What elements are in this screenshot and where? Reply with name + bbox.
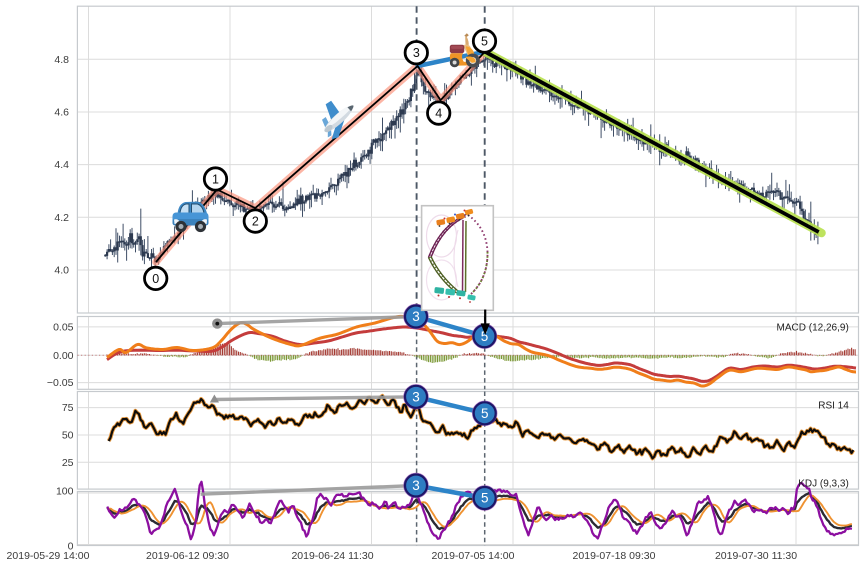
svg-text:4.2: 4.2 bbox=[54, 212, 69, 224]
svg-text:50: 50 bbox=[62, 430, 74, 442]
svg-text:0: 0 bbox=[68, 541, 74, 553]
svg-text:75: 75 bbox=[62, 402, 74, 414]
svg-text:KDJ (9,3,3): KDJ (9,3,3) bbox=[798, 479, 849, 490]
svg-text:2019-05-29 14:00: 2019-05-29 14:00 bbox=[7, 550, 90, 562]
svg-text:25: 25 bbox=[62, 457, 74, 469]
svg-text:4.6: 4.6 bbox=[54, 107, 69, 119]
svg-text:4.8: 4.8 bbox=[54, 54, 69, 66]
svg-text:0.00: 0.00 bbox=[53, 350, 74, 362]
svg-text:2019-07-18 09:30: 2019-07-18 09:30 bbox=[573, 550, 656, 562]
svg-text:0: 0 bbox=[152, 272, 159, 286]
svg-text:3: 3 bbox=[412, 478, 420, 493]
svg-text:MACD (12,26,9): MACD (12,26,9) bbox=[777, 323, 849, 334]
svg-text:3: 3 bbox=[412, 309, 420, 324]
svg-text:RSI 14: RSI 14 bbox=[818, 400, 849, 411]
svg-text:5: 5 bbox=[481, 329, 489, 344]
svg-text:2019-07-30 11:30: 2019-07-30 11:30 bbox=[715, 550, 797, 562]
svg-text:1: 1 bbox=[212, 172, 219, 186]
svg-text:4.4: 4.4 bbox=[54, 159, 69, 171]
svg-text:2019-06-12 09:30: 2019-06-12 09:30 bbox=[146, 550, 229, 562]
svg-text:3: 3 bbox=[413, 46, 420, 60]
svg-text:5: 5 bbox=[481, 491, 489, 506]
svg-text:2: 2 bbox=[252, 215, 259, 229]
svg-text:3: 3 bbox=[412, 389, 420, 404]
svg-text:2019-07-05 14:00: 2019-07-05 14:00 bbox=[432, 550, 515, 562]
svg-text:0.05: 0.05 bbox=[53, 322, 74, 334]
svg-text:4.0: 4.0 bbox=[54, 265, 69, 277]
svg-text:5: 5 bbox=[481, 35, 488, 49]
svg-text:5: 5 bbox=[481, 406, 489, 421]
svg-text:2019-06-24 11:30: 2019-06-24 11:30 bbox=[291, 550, 373, 562]
svg-text:−0.05: −0.05 bbox=[47, 377, 74, 389]
svg-text:100: 100 bbox=[56, 485, 74, 497]
svg-text:4: 4 bbox=[435, 107, 442, 121]
